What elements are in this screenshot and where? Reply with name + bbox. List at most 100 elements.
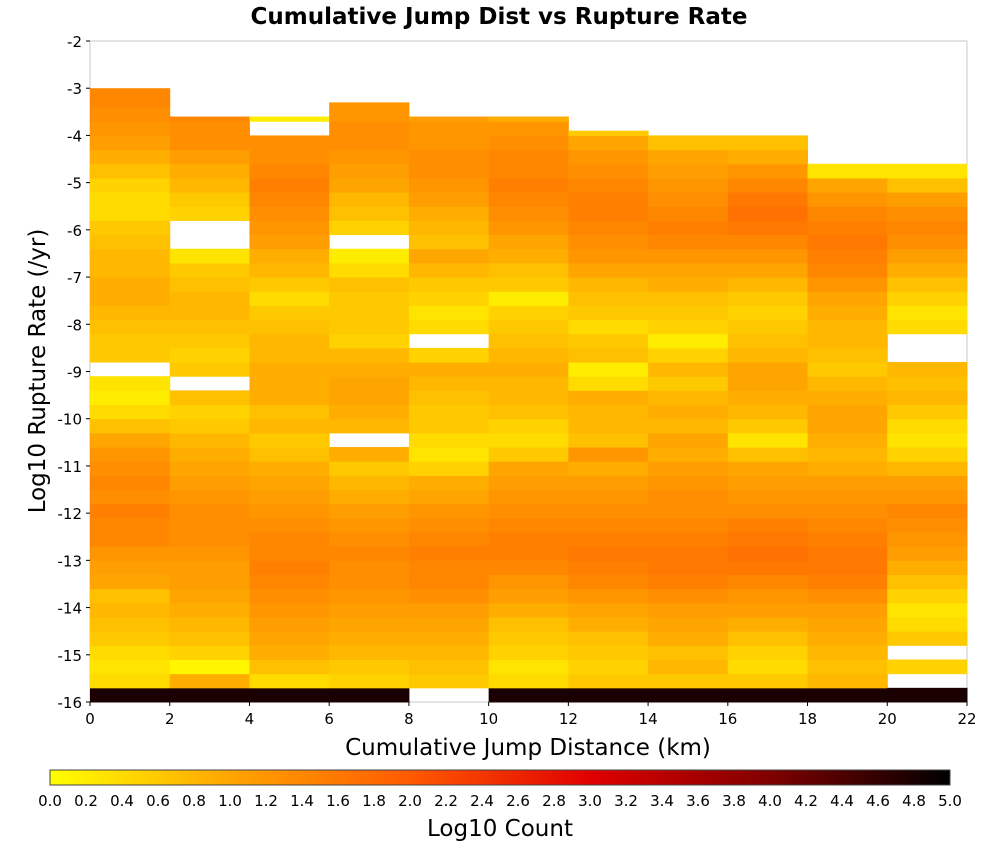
heatmap-cell — [249, 546, 330, 561]
heatmap-cell — [807, 390, 888, 406]
heatmap-cell — [329, 631, 410, 646]
colorbar-tick-label: 4.2 — [794, 792, 818, 810]
heatmap-cell — [568, 362, 649, 377]
heatmap-cell — [249, 503, 330, 519]
heatmap-cell — [249, 319, 330, 335]
heatmap-cell — [169, 390, 250, 406]
heatmap-cell — [90, 277, 171, 292]
heatmap-cell — [648, 687, 729, 703]
heatmap-cell — [169, 362, 250, 377]
heatmap-cell — [488, 248, 569, 264]
colorbar-tick-label: 2.6 — [506, 792, 530, 810]
heatmap-cell — [727, 631, 809, 646]
heatmap-cell — [648, 149, 729, 165]
heatmap-cell — [807, 192, 888, 207]
heatmap-cell — [807, 489, 888, 505]
heatmap-cell — [727, 248, 809, 264]
heatmap-cell — [329, 602, 410, 618]
heatmap-cell — [90, 418, 171, 434]
heatmap-cell — [648, 376, 729, 391]
heatmap-cell — [648, 220, 729, 236]
heatmap-cell — [727, 475, 809, 491]
heatmap-cell — [887, 390, 968, 406]
y-tick-label: -2 — [67, 33, 82, 51]
heatmap-cell — [648, 659, 729, 675]
colorbar-tick-label: 2.2 — [434, 792, 458, 810]
heatmap-cell — [727, 517, 809, 533]
heatmap-cell — [887, 517, 968, 533]
heatmap-cell — [887, 362, 968, 377]
heatmap-cell — [887, 574, 968, 590]
heatmap-cell — [568, 390, 649, 406]
heatmap-cell — [648, 248, 729, 264]
heatmap-cell — [568, 192, 649, 207]
heatmap-cell — [408, 517, 490, 533]
heatmap-cell — [169, 305, 250, 321]
heatmap-cell — [887, 560, 968, 576]
colorbar-tick-label: 1.0 — [218, 792, 242, 810]
heatmap-cell — [90, 687, 171, 703]
heatmap-cell — [249, 149, 330, 165]
heatmap-cell — [727, 546, 809, 561]
heatmap-cell — [169, 475, 250, 491]
heatmap-cell — [648, 432, 729, 448]
colorbar-label: Log10 Count — [427, 816, 573, 842]
heatmap-cell — [329, 517, 410, 533]
heatmap-cell — [90, 517, 171, 533]
x-axis-label: Cumulative Jump Distance (km) — [345, 735, 711, 761]
heatmap-cell — [648, 673, 729, 689]
heatmap-cell — [648, 447, 729, 462]
y-tick-label: -5 — [67, 175, 82, 193]
heatmap-cell — [329, 319, 410, 335]
heatmap-cell — [727, 291, 809, 306]
heatmap-cell — [807, 673, 888, 689]
heatmap-cell — [169, 277, 250, 292]
heatmap-cell — [169, 177, 250, 193]
heatmap-cell — [727, 588, 809, 604]
heatmap-cell — [249, 163, 330, 179]
y-tick-label: -16 — [58, 694, 83, 712]
heatmap-cell — [329, 532, 410, 547]
heatmap-cell — [488, 121, 569, 136]
heatmap-cell — [90, 333, 171, 349]
colorbar-tick-label: 0.8 — [182, 792, 206, 810]
heatmap-cell — [249, 220, 330, 236]
heatmap-cell — [488, 362, 569, 377]
heatmap-cell — [90, 319, 171, 335]
heatmap-cell — [329, 489, 410, 505]
heatmap-cell — [408, 277, 490, 292]
colorbar-tick-label: 3.6 — [686, 792, 710, 810]
heatmap-cell — [169, 404, 250, 420]
heatmap-cell — [169, 206, 250, 221]
heatmap-cell — [169, 517, 250, 533]
heatmap-cell — [329, 376, 410, 391]
heatmap-cell — [249, 588, 330, 604]
heatmap-cell — [648, 234, 729, 250]
heatmap-cell — [169, 532, 250, 547]
heatmap-cell — [408, 262, 490, 278]
heatmap-cell — [329, 404, 410, 420]
heatmap-cell — [249, 262, 330, 278]
x-tick-label: 0 — [85, 710, 95, 728]
heatmap-cell — [648, 489, 729, 505]
heatmap-cell — [807, 418, 888, 434]
heatmap-cell — [568, 376, 649, 391]
heatmap-cell — [169, 631, 250, 646]
heatmap-cell — [90, 248, 171, 264]
heatmap-cell — [169, 347, 250, 363]
heatmap-cell — [329, 347, 410, 363]
heatmap-cell — [887, 319, 968, 335]
heatmap-cell — [329, 475, 410, 491]
heatmap-cell — [329, 220, 410, 236]
heatmap-cell — [408, 135, 490, 151]
heatmap-cell — [90, 149, 171, 165]
heatmap-cell — [169, 319, 250, 335]
heatmap-cell — [648, 588, 729, 604]
y-tick-label: -11 — [58, 458, 83, 476]
heatmap-cell — [488, 262, 569, 278]
heatmap-cell — [329, 163, 410, 179]
heatmap-cell — [169, 333, 250, 349]
heatmap-cell — [90, 546, 171, 561]
heatmap-cell — [807, 163, 888, 179]
